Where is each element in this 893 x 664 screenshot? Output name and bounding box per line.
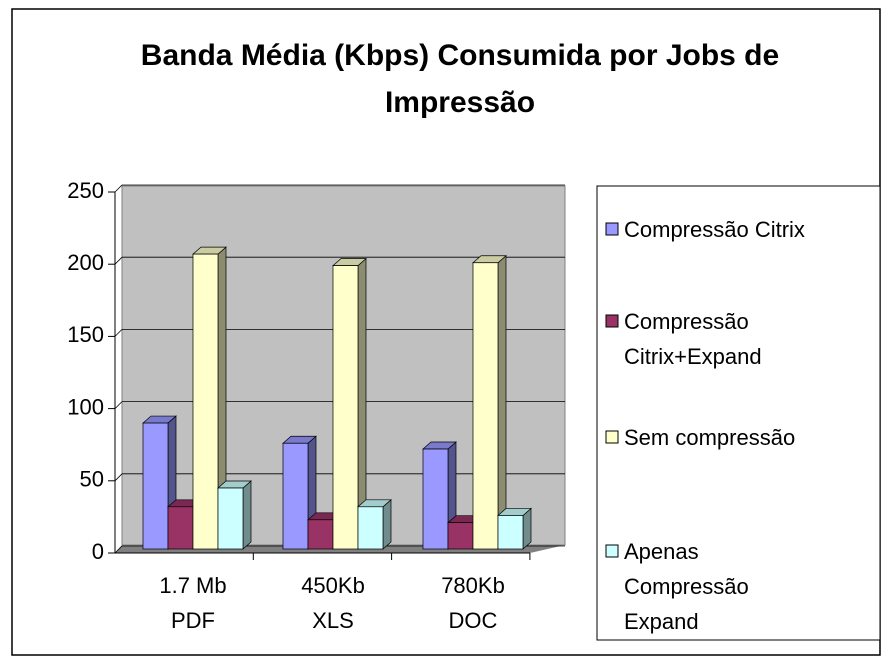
bar: [142, 422, 169, 550]
bar-side: [382, 499, 392, 550]
chart-title: Banda Média (Kbps) Consumida por Jobs de…: [140, 39, 780, 119]
bar: [422, 448, 449, 550]
y-tick-label: 0: [92, 539, 104, 564]
legend-swatch: [605, 544, 619, 558]
y-tick-label: 250: [67, 178, 104, 203]
legend-label: Sem compressão: [624, 425, 796, 450]
bar: [497, 515, 524, 550]
bar: [167, 506, 194, 550]
legend-label: Apenas Compressão Expand: [624, 539, 749, 634]
bar: [217, 487, 244, 550]
x-tick-label: 780Kb DOC: [441, 573, 505, 633]
bar: [472, 262, 499, 550]
bar: [332, 265, 359, 550]
bar: [307, 519, 334, 550]
legend-box: [596, 185, 881, 641]
grid-line: [114, 256, 123, 265]
bar: [447, 522, 474, 550]
legend-label: Compressão Citrix+Expand: [624, 309, 762, 369]
legend-label: Compressão Citrix: [624, 217, 805, 242]
y-tick-label: 50: [80, 467, 104, 492]
grid-line: [114, 401, 123, 409]
y-tick-label: 100: [67, 394, 104, 419]
x-tick-label: 450Kb XLS: [301, 573, 365, 633]
bar-side: [242, 480, 252, 550]
bar: [192, 253, 219, 550]
grid-line: [114, 329, 123, 337]
grid-line: [114, 473, 123, 482]
bar: [282, 442, 309, 550]
legend-swatch: [605, 314, 619, 328]
legend-swatch: [605, 222, 619, 236]
bar-side: [497, 254, 507, 550]
y-tick-label: 200: [67, 250, 104, 275]
bar: [357, 506, 384, 550]
y-tick-label: 150: [67, 322, 104, 347]
legend-swatch: [605, 430, 619, 444]
x-tick-label: 1.7 Mb PDF: [159, 573, 227, 633]
grid-line: [114, 545, 123, 554]
grid-line: [114, 184, 123, 193]
